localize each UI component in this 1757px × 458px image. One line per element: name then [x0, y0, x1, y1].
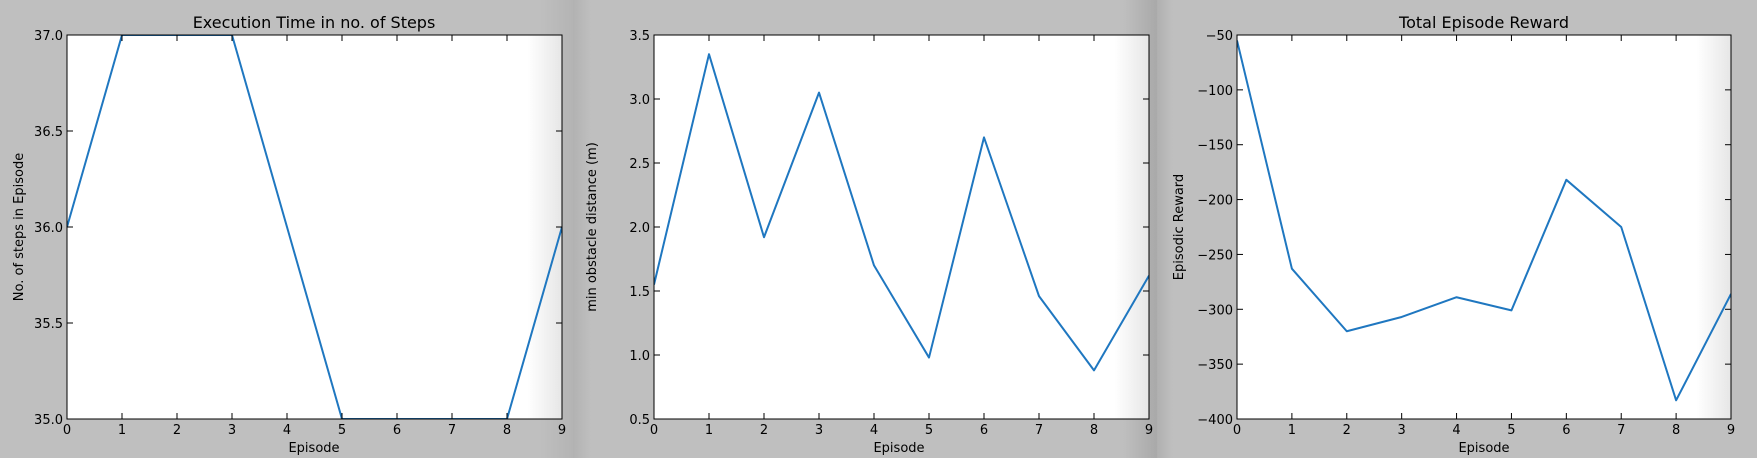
y-tick-label: 1.5 — [629, 285, 650, 300]
x-tick-label: 0 — [650, 423, 658, 438]
x-tick-label: 1 — [118, 423, 126, 438]
chart-min-obstacle-distance: Episode min obstacle distance (m) 0 1 2 3 4 5… — [585, 29, 1153, 456]
x-tick-label: 1 — [1288, 423, 1296, 438]
x-tick-label: 9 — [558, 423, 566, 438]
y-tick-label: −50 — [1206, 29, 1233, 44]
y-tick-label: 35.5 — [34, 317, 63, 332]
x-axis-label: Episode — [1458, 441, 1509, 456]
chart-title: Execution Time in no. of Steps — [193, 13, 436, 32]
x-tick-label: 4 — [870, 423, 878, 438]
x-tick-label: 0 — [63, 423, 71, 438]
y-tick-label: 3.5 — [629, 29, 650, 44]
y-tick-label: −350 — [1197, 358, 1233, 373]
x-tick-label: 5 — [1507, 423, 1515, 438]
x-axis-label: Episode — [873, 441, 924, 456]
x-tick-label: 5 — [925, 423, 933, 438]
x-tick-label: 2 — [760, 423, 768, 438]
y-tick-label: 2.5 — [629, 157, 650, 172]
series-line — [67, 35, 562, 419]
x-tick-label: 8 — [503, 423, 511, 438]
x-tick-label: 4 — [283, 423, 291, 438]
chart-total-episode-reward: Total Episode Reward Episode Episodic Re… — [1172, 13, 1735, 456]
x-tick-label: 2 — [173, 423, 181, 438]
y-tick-label: −100 — [1197, 84, 1233, 99]
axes-frame — [653, 34, 1150, 420]
y-tick-label: 2.0 — [629, 221, 650, 236]
y-tick-label: 0.5 — [629, 413, 650, 428]
series-line — [1237, 40, 1731, 402]
y-tick-label: 35.0 — [34, 413, 63, 428]
y-tick-label: −400 — [1197, 413, 1233, 428]
plot-area — [1237, 35, 1731, 419]
panel-min-obstacle-distance: Episode min obstacle distance (m) 0 1 2 3 4 5… — [573, 0, 1157, 458]
y-tick-label: 3.0 — [629, 93, 650, 108]
x-tick-label: 4 — [1452, 423, 1460, 438]
y-tick-label: 36.0 — [34, 221, 63, 236]
y-tick-label: −200 — [1197, 194, 1233, 209]
chart-execution-time: Execution Time in no. of Steps Episode N… — [12, 13, 566, 456]
x-tick-label: 2 — [1343, 423, 1351, 438]
panel-execution-time: Execution Time in no. of Steps Episode N… — [0, 0, 573, 458]
x-tick-label: 5 — [338, 423, 346, 438]
axes-frame — [66, 34, 563, 420]
axes-frame — [1236, 34, 1732, 420]
y-axis-label: Episodic Reward — [1172, 174, 1187, 280]
plot-area — [67, 35, 562, 419]
x-tick-label: 7 — [1617, 423, 1625, 438]
x-tick-label: 1 — [705, 423, 713, 438]
panel-total-episode-reward: Total Episode Reward Episode Episodic Re… — [1157, 0, 1757, 458]
series-line — [654, 53, 1149, 372]
chart-title: Total Episode Reward — [1398, 13, 1569, 32]
x-tick-label: 8 — [1090, 423, 1098, 438]
x-axis-label: Episode — [288, 441, 339, 456]
y-axis-label: min obstacle distance (m) — [585, 142, 600, 312]
x-tick-label: 6 — [393, 423, 401, 438]
x-tick-label: 8 — [1672, 423, 1680, 438]
x-tick-label: 3 — [1398, 423, 1406, 438]
y-tick-label: −300 — [1197, 303, 1233, 318]
x-tick-label: 9 — [1145, 423, 1153, 438]
y-tick-label: −250 — [1197, 248, 1233, 263]
y-tick-label: 1.0 — [629, 349, 650, 364]
y-tick-label: −150 — [1197, 139, 1233, 154]
x-tick-label: 3 — [815, 423, 823, 438]
y-tick-label: 37.0 — [34, 29, 63, 44]
x-tick-label: 6 — [980, 423, 988, 438]
y-axis-label: No. of steps in Episode — [12, 153, 27, 301]
x-tick-label: 3 — [228, 423, 236, 438]
plot-area — [654, 35, 1149, 419]
x-tick-label: 7 — [1035, 423, 1043, 438]
x-tick-label: 6 — [1562, 423, 1570, 438]
y-tick-label: 36.5 — [34, 125, 63, 140]
x-tick-label: 0 — [1233, 423, 1241, 438]
x-tick-label: 9 — [1727, 423, 1735, 438]
x-tick-label: 7 — [448, 423, 456, 438]
